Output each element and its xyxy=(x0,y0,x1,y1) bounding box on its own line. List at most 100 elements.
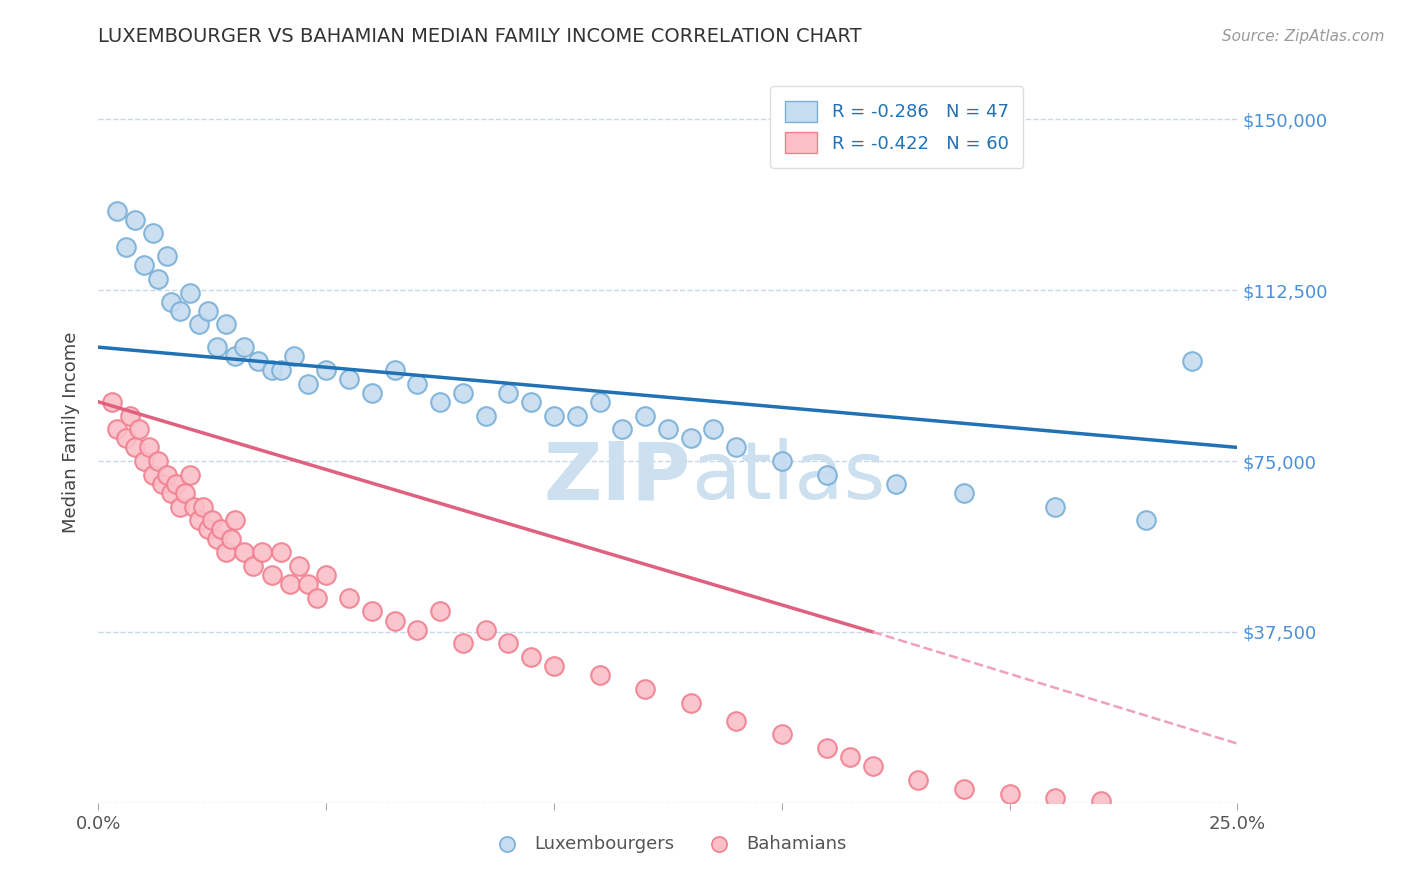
Point xyxy=(224,513,246,527)
Point xyxy=(260,363,283,377)
Point xyxy=(132,454,155,468)
Point xyxy=(498,636,520,650)
Point xyxy=(307,591,329,605)
Point xyxy=(246,354,269,368)
Point xyxy=(725,714,748,728)
Point xyxy=(105,203,128,218)
Point xyxy=(702,422,724,436)
Point xyxy=(543,409,565,423)
Point xyxy=(114,240,136,254)
Point xyxy=(150,476,173,491)
Text: Source: ZipAtlas.com: Source: ZipAtlas.com xyxy=(1222,29,1385,44)
Point xyxy=(132,258,155,272)
Point xyxy=(839,750,862,764)
Point xyxy=(283,349,305,363)
Point xyxy=(770,727,793,741)
Point xyxy=(142,467,165,482)
Point xyxy=(451,636,474,650)
Point xyxy=(634,681,657,696)
Point xyxy=(588,668,610,682)
Point xyxy=(884,476,907,491)
Point xyxy=(770,454,793,468)
Point xyxy=(260,568,283,582)
Text: LUXEMBOURGER VS BAHAMIAN MEDIAN FAMILY INCOME CORRELATION CHART: LUXEMBOURGER VS BAHAMIAN MEDIAN FAMILY I… xyxy=(98,27,862,45)
Point xyxy=(169,303,191,318)
Point xyxy=(124,212,146,227)
Point xyxy=(360,604,382,618)
Point xyxy=(1181,354,1204,368)
Point xyxy=(429,395,451,409)
Point xyxy=(679,431,702,445)
Point xyxy=(128,422,150,436)
Point xyxy=(953,486,976,500)
Point xyxy=(862,759,884,773)
Point xyxy=(233,545,256,559)
Text: atlas: atlas xyxy=(690,438,884,516)
Point xyxy=(179,285,201,300)
Point xyxy=(679,696,702,710)
Text: ZIP: ZIP xyxy=(543,438,690,516)
Point xyxy=(543,659,565,673)
Point xyxy=(197,523,219,537)
Point xyxy=(187,318,209,332)
Point xyxy=(1090,793,1112,807)
Point xyxy=(288,558,311,573)
Point xyxy=(498,385,520,400)
Point xyxy=(242,558,264,573)
Point xyxy=(156,467,179,482)
Point xyxy=(252,545,274,559)
Point xyxy=(520,395,543,409)
Point xyxy=(215,318,238,332)
Point xyxy=(337,372,360,386)
Point xyxy=(612,422,634,436)
Point xyxy=(169,500,191,514)
Point xyxy=(474,623,496,637)
Point xyxy=(174,486,197,500)
Point xyxy=(384,363,406,377)
Point xyxy=(634,409,657,423)
Point xyxy=(315,363,337,377)
Point xyxy=(815,741,838,756)
Point xyxy=(270,545,292,559)
Point xyxy=(105,422,128,436)
Point xyxy=(179,467,201,482)
Point xyxy=(156,249,179,263)
Legend: Luxembourgers, Bahamians: Luxembourgers, Bahamians xyxy=(482,828,853,861)
Point xyxy=(114,431,136,445)
Point xyxy=(124,441,146,455)
Point xyxy=(215,545,238,559)
Point xyxy=(219,532,242,546)
Point xyxy=(201,513,224,527)
Point xyxy=(197,303,219,318)
Point xyxy=(205,340,228,354)
Point xyxy=(233,340,256,354)
Point xyxy=(138,441,160,455)
Point xyxy=(297,577,319,591)
Point xyxy=(406,376,429,391)
Point xyxy=(160,486,183,500)
Point xyxy=(160,294,183,309)
Point xyxy=(520,650,543,665)
Point xyxy=(297,376,319,391)
Point xyxy=(1135,513,1157,527)
Point xyxy=(142,227,165,241)
Point xyxy=(360,385,382,400)
Point xyxy=(183,500,205,514)
Point xyxy=(907,772,929,787)
Point xyxy=(588,395,610,409)
Point xyxy=(146,272,169,286)
Point xyxy=(209,523,232,537)
Point xyxy=(815,467,838,482)
Point xyxy=(270,363,292,377)
Point xyxy=(474,409,496,423)
Point xyxy=(146,454,169,468)
Point xyxy=(565,409,588,423)
Point xyxy=(205,532,228,546)
Point xyxy=(953,782,976,797)
Point xyxy=(120,409,142,423)
Point xyxy=(998,787,1021,801)
Point xyxy=(193,500,215,514)
Point xyxy=(165,476,187,491)
Point xyxy=(278,577,301,591)
Y-axis label: Median Family Income: Median Family Income xyxy=(62,332,80,533)
